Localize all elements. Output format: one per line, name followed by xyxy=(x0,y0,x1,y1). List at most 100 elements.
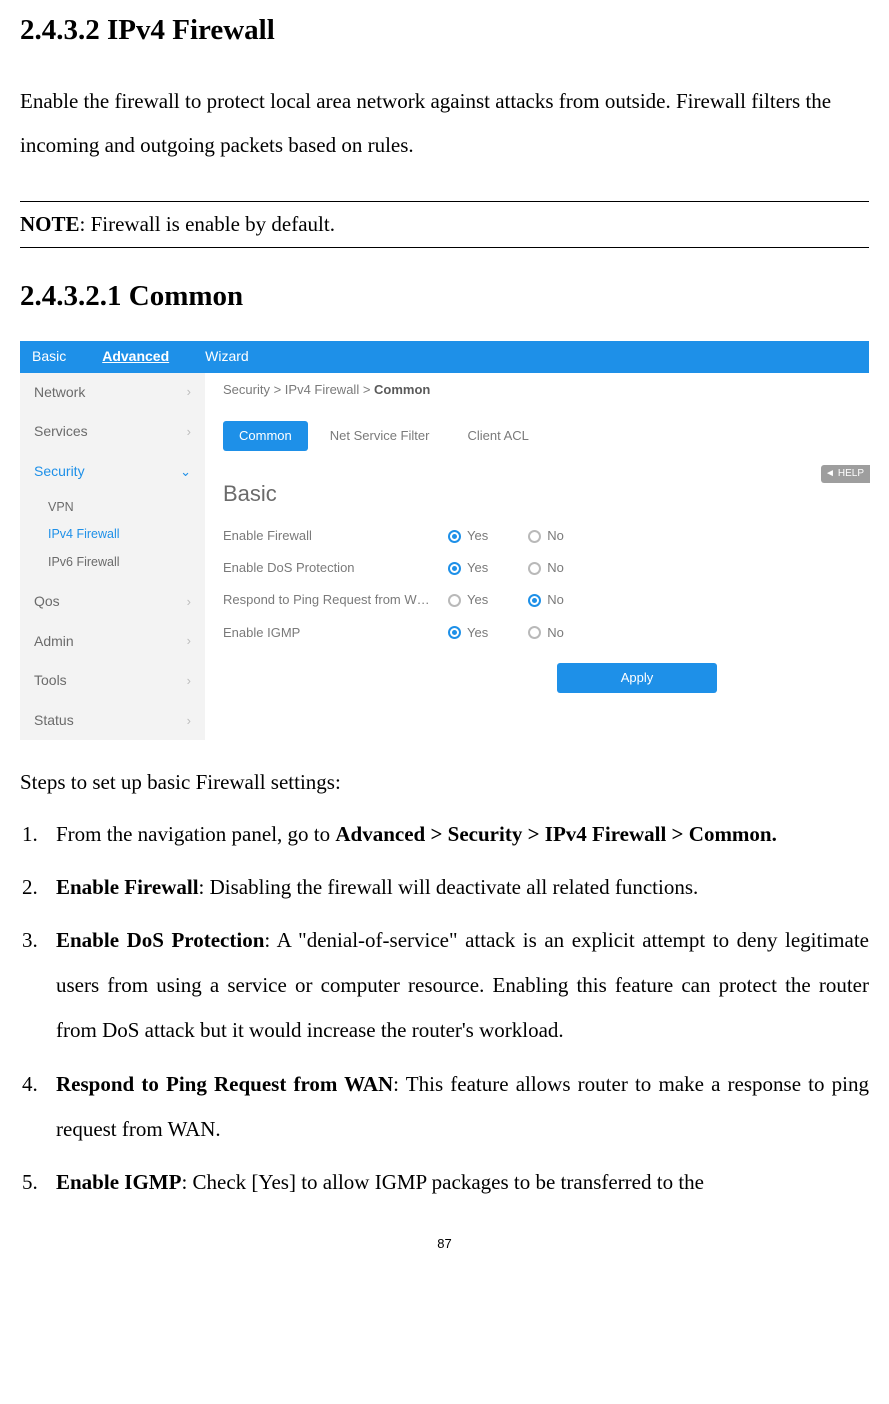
radio-yes[interactable]: Yes xyxy=(448,559,488,577)
radio-icon xyxy=(448,562,461,575)
chevron-down-icon: ⌄ xyxy=(180,463,191,481)
router-ui-screenshot: Basic Advanced Wizard Network › Services… xyxy=(20,341,869,741)
radio-yes[interactable]: Yes xyxy=(448,624,488,642)
list-item: 5. Enable IGMP: Check [Yes] to allow IGM… xyxy=(20,1156,869,1209)
step-bold: Enable DoS Protection xyxy=(56,928,264,952)
radio-yes[interactable]: Yes xyxy=(448,527,488,545)
radio-yes[interactable]: Yes xyxy=(448,591,488,609)
radio-label: Yes xyxy=(467,624,488,642)
steps-intro: Steps to set up basic Firewall settings: xyxy=(20,768,869,797)
inner-tabs: Common Net Service Filter Client ACL xyxy=(205,407,869,453)
sidebar-item-qos[interactable]: Qos › xyxy=(20,582,205,622)
radio-label: Yes xyxy=(467,591,488,609)
note-text: : Firewall is enable by default. xyxy=(80,212,335,236)
sidebar-item-admin[interactable]: Admin › xyxy=(20,622,205,662)
step-number: 2. xyxy=(20,865,56,910)
tab-client-acl[interactable]: Client ACL xyxy=(451,421,544,451)
chevron-right-icon: › xyxy=(187,383,191,401)
sidebar-sub-ipv4firewall[interactable]: IPv4 Firewall xyxy=(48,521,205,549)
chevron-right-icon: › xyxy=(187,593,191,611)
sidebar-item-label: Tools xyxy=(34,671,67,691)
crumb-b[interactable]: IPv4 Firewall xyxy=(285,382,359,397)
radio-label: No xyxy=(547,624,564,642)
sidebar-sub-vpn[interactable]: VPN xyxy=(48,494,205,522)
row-label: Enable DoS Protection xyxy=(223,559,448,577)
sidebar-item-services[interactable]: Services › xyxy=(20,412,205,452)
heading-common: 2.4.3.2.1 Common xyxy=(20,276,869,317)
chevron-right-icon: › xyxy=(187,712,191,730)
radio-no[interactable]: No xyxy=(528,527,564,545)
help-label: HELP xyxy=(838,467,864,481)
radio-label: No xyxy=(547,559,564,577)
top-nav: Basic Advanced Wizard xyxy=(20,341,869,373)
step-bold: Enable IGMP xyxy=(56,1170,181,1194)
radio-icon xyxy=(528,594,541,607)
step-number: 1. xyxy=(20,812,56,857)
step-text: : Disabling the firewall will deactivate… xyxy=(199,875,699,899)
heading-ipv4-firewall: 2.4.3.2 IPv4 Firewall xyxy=(20,10,869,51)
row-label: Enable Firewall xyxy=(223,527,448,545)
sidebar-item-label: Network xyxy=(34,383,85,403)
help-button[interactable]: ◄ HELP xyxy=(821,465,870,483)
list-item: 3. Enable DoS Protection: A "denial-of-s… xyxy=(20,914,869,1057)
tab-basic[interactable]: Basic xyxy=(32,347,66,367)
list-item: 4. Respond to Ping Request from WAN: Thi… xyxy=(20,1058,869,1156)
step-bold: Enable Firewall xyxy=(56,875,199,899)
sidebar-item-status[interactable]: Status › xyxy=(20,701,205,741)
note-label: NOTE xyxy=(20,212,80,236)
radio-icon xyxy=(528,626,541,639)
page-number: 87 xyxy=(20,1209,869,1253)
apply-button[interactable]: Apply xyxy=(557,663,717,693)
radio-icon xyxy=(528,562,541,575)
sidebar-item-label: Security xyxy=(34,462,85,482)
breadcrumb: Security > IPv4 Firewall > Common xyxy=(205,373,869,407)
crumb-c: Common xyxy=(374,382,430,397)
list-item: 1. From the navigation panel, go to Adva… xyxy=(20,808,869,861)
row-enable-dos: Enable DoS Protection Yes No xyxy=(205,552,869,584)
row-enable-igmp: Enable IGMP Yes No xyxy=(205,617,869,649)
radio-icon xyxy=(528,530,541,543)
radio-icon xyxy=(448,626,461,639)
crumb-sep: > xyxy=(359,382,374,397)
intro-paragraph: Enable the firewall to protect local are… xyxy=(20,79,869,167)
step-bold: Respond to Ping Request from WAN xyxy=(56,1072,393,1096)
row-enable-firewall: Enable Firewall Yes No xyxy=(205,520,869,552)
tab-common[interactable]: Common xyxy=(223,421,308,451)
note-block: NOTE: Firewall is enable by default. xyxy=(20,201,869,248)
row-label: Enable IGMP xyxy=(223,624,448,642)
radio-no[interactable]: No xyxy=(528,591,564,609)
radio-no[interactable]: No xyxy=(528,624,564,642)
chevron-left-icon: ◄ xyxy=(825,467,835,481)
sidebar-item-label: Qos xyxy=(34,592,60,612)
step-text: : Check [Yes] to allow IGMP packages to … xyxy=(181,1170,704,1194)
chevron-right-icon: › xyxy=(187,423,191,441)
sidebar: Network › Services › Security ⌄ VPN IPv4… xyxy=(20,373,205,741)
step-number: 3. xyxy=(20,918,56,1053)
row-label: Respond to Ping Request from W… xyxy=(223,591,448,609)
row-ping-wan: Respond to Ping Request from W… Yes No xyxy=(205,584,869,616)
sidebar-subitems: VPN IPv4 Firewall IPv6 Firewall xyxy=(20,492,205,583)
step-number: 5. xyxy=(20,1160,56,1205)
radio-label: Yes xyxy=(467,527,488,545)
radio-icon xyxy=(448,594,461,607)
sidebar-item-tools[interactable]: Tools › xyxy=(20,661,205,701)
sidebar-item-label: Admin xyxy=(34,632,74,652)
sidebar-item-network[interactable]: Network › xyxy=(20,373,205,413)
radio-no[interactable]: No xyxy=(528,559,564,577)
radio-label: No xyxy=(547,591,564,609)
chevron-right-icon: › xyxy=(187,672,191,690)
sidebar-item-label: Services xyxy=(34,422,88,442)
sidebar-item-security[interactable]: Security ⌄ xyxy=(20,452,205,492)
radio-icon xyxy=(448,530,461,543)
step-number: 4. xyxy=(20,1062,56,1152)
sidebar-sub-ipv6firewall[interactable]: IPv6 Firewall xyxy=(48,549,205,577)
crumb-sep: > xyxy=(270,382,285,397)
crumb-a[interactable]: Security xyxy=(223,382,270,397)
radio-label: Yes xyxy=(467,559,488,577)
sidebar-item-label: Status xyxy=(34,711,74,731)
step-bold: Advanced > Security > IPv4 Firewall > Co… xyxy=(335,822,776,846)
chevron-right-icon: › xyxy=(187,632,191,650)
tab-advanced[interactable]: Advanced xyxy=(102,347,169,367)
tab-net-service-filter[interactable]: Net Service Filter xyxy=(314,421,446,451)
tab-wizard[interactable]: Wizard xyxy=(205,347,249,367)
